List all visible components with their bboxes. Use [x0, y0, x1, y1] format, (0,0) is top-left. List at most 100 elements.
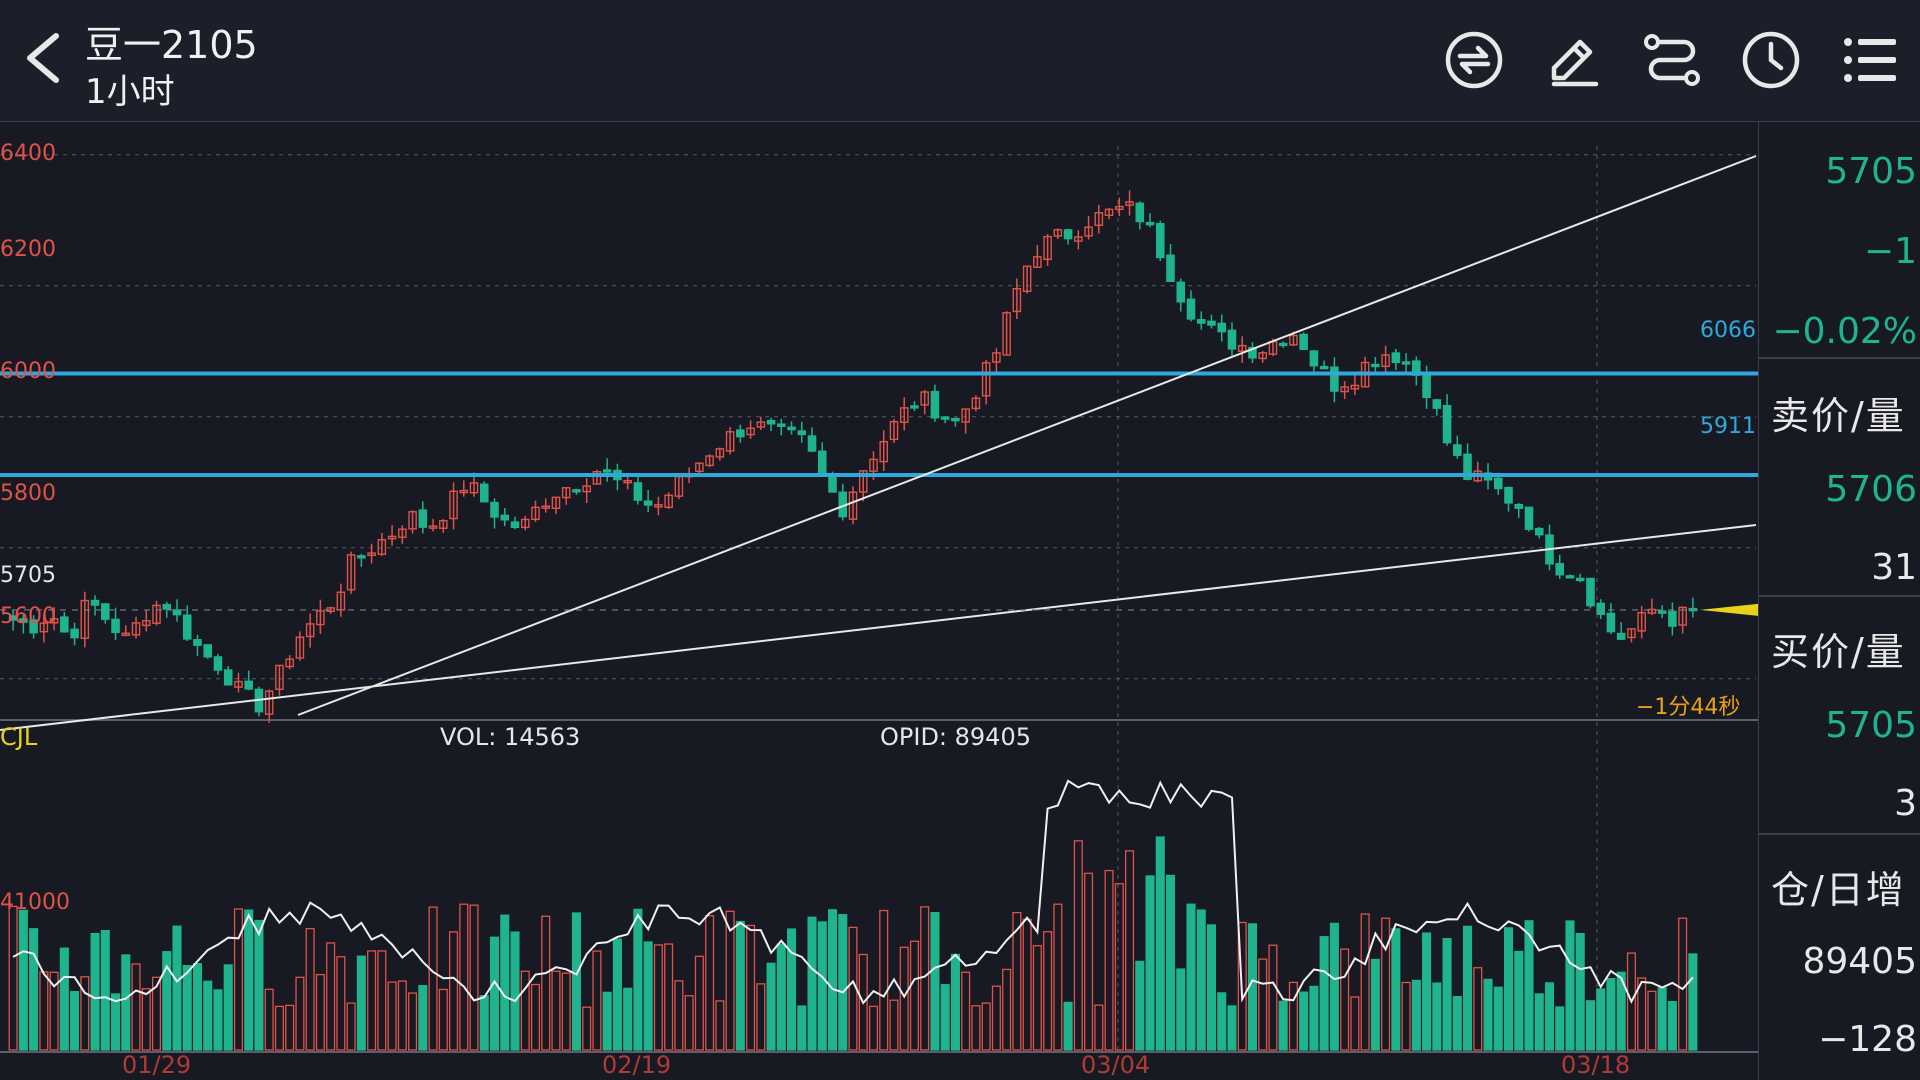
candle-body [1289, 334, 1298, 346]
exchange-icon[interactable] [1442, 28, 1506, 92]
trend-line-2 [0, 524, 1757, 731]
candle-body [1668, 610, 1677, 627]
candle-body [592, 471, 602, 485]
candle-body [182, 614, 192, 640]
volume-bar [530, 983, 541, 1051]
volume-bar [1688, 953, 1698, 1051]
volume-bar [1145, 875, 1155, 1051]
candle-body [1565, 575, 1575, 579]
volume-bar [100, 930, 110, 1051]
candle-body [746, 427, 755, 436]
volume-bar [1524, 920, 1534, 1051]
period-label[interactable]: 1小时 [85, 72, 175, 112]
candle-body [1432, 399, 1442, 409]
divider [1759, 595, 1920, 597]
volume-bar [1391, 928, 1401, 1051]
candle-body [1586, 577, 1595, 607]
volume-bar [90, 932, 100, 1051]
volume-bar [1022, 918, 1032, 1051]
volume-bar [746, 924, 756, 1051]
candle-body [1606, 612, 1616, 633]
candle-body [1227, 329, 1237, 350]
candle-body [633, 482, 643, 501]
candle-body [541, 505, 551, 509]
candle-body [1319, 365, 1329, 370]
volume-bar [1104, 869, 1114, 1051]
candle-body [141, 620, 151, 627]
last-price-marker [1700, 603, 1758, 616]
volume-bar [254, 919, 264, 1051]
bid-label: 买价/量 [1771, 630, 1906, 674]
candle-body [1514, 503, 1524, 509]
candle-body [490, 501, 499, 518]
volume-bar [1329, 922, 1339, 1051]
candle-body [582, 485, 591, 493]
candle-body [858, 470, 868, 493]
volume-bar [1053, 903, 1063, 1051]
edit-icon[interactable] [1540, 28, 1604, 92]
clock-icon[interactable] [1739, 28, 1803, 92]
menu-icon[interactable] [1838, 28, 1902, 92]
kline-chart[interactable] [0, 0, 1758, 1080]
volume-bar [1606, 978, 1616, 1051]
candle-body [848, 491, 858, 520]
volume-bar [1176, 968, 1186, 1051]
candle-body [131, 622, 141, 636]
candle-body [346, 554, 356, 591]
candle-body [1186, 298, 1196, 320]
volume-bar [991, 985, 1001, 1051]
volume-bar [838, 914, 848, 1051]
open-interest-label: 仓/日增 [1771, 868, 1906, 912]
volume-bar [418, 985, 428, 1051]
candle-body [1022, 265, 1032, 293]
volume-bar [868, 1005, 879, 1051]
volume-bar [1575, 933, 1585, 1051]
volume-bar [1565, 920, 1575, 1051]
volume-bar [1114, 883, 1124, 1051]
volume-bar [151, 976, 162, 1051]
volume-bar [520, 970, 530, 1051]
volume-bar [141, 988, 151, 1051]
volume-bar [633, 908, 643, 1051]
level-5911-label: 5911 [1700, 414, 1756, 439]
volume-bar [223, 964, 233, 1051]
volume-bar [285, 1004, 295, 1051]
volume-bar [797, 1005, 807, 1051]
trend-line-1 [297, 155, 1757, 716]
volume-bar [1534, 993, 1544, 1051]
candle-body [1504, 486, 1513, 504]
candle-body [1074, 236, 1083, 242]
volume-bar [961, 971, 971, 1051]
candle-body [1616, 632, 1626, 640]
volume-bar [192, 963, 203, 1051]
candle-body [49, 618, 59, 624]
volume-bar [1544, 982, 1555, 1051]
route-icon[interactable] [1640, 28, 1704, 92]
candle-body [572, 489, 581, 493]
candle-body [817, 450, 827, 476]
volume-bar [1493, 986, 1503, 1051]
candle-body [1278, 342, 1288, 347]
candle-body [408, 511, 417, 530]
price-change: −1 [1863, 231, 1917, 272]
back-arrow-icon[interactable] [20, 28, 70, 88]
candle-body [705, 455, 714, 467]
candle-body [1094, 212, 1104, 226]
volume-bar [1165, 874, 1176, 1051]
candle-body [1524, 506, 1534, 530]
indicator-name[interactable]: CJL [0, 723, 38, 751]
candle-body [1350, 384, 1360, 390]
volume-bar [930, 912, 940, 1051]
volume-bar [674, 980, 684, 1051]
candle-body [1330, 366, 1339, 392]
divider [1759, 357, 1920, 359]
candle-body [889, 420, 899, 441]
candle-body [121, 632, 131, 636]
candle-body [285, 658, 294, 668]
volume-bar [735, 920, 745, 1051]
candle-body [1258, 352, 1267, 360]
candle-body [531, 506, 540, 521]
candle-body [1063, 229, 1073, 240]
contract-title: 豆一2105 [85, 23, 258, 67]
volume-bar [971, 1005, 981, 1051]
